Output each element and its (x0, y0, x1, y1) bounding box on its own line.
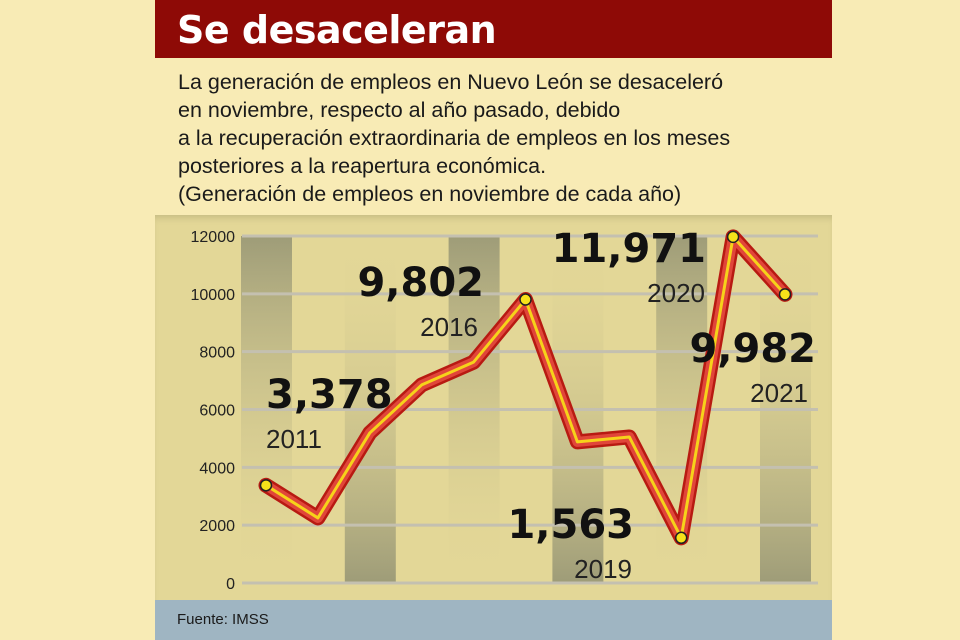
year-label: 2020 (647, 278, 705, 308)
y-tick-label: 6000 (199, 403, 235, 420)
footer: Fuente: IMSS (155, 600, 832, 640)
headline: Se desaceleran (177, 8, 497, 52)
data-point-marker (519, 293, 532, 306)
y-tick-label: 2000 (199, 518, 235, 535)
year-label: 2016 (420, 312, 478, 342)
value-label: 9,982 (689, 326, 816, 372)
data-point-marker (778, 288, 792, 301)
data-point-marker (726, 230, 740, 244)
desc-line: (Generación de empleos en noviembre de c… (178, 182, 682, 206)
year-label: 2021 (750, 378, 808, 408)
value-label: 11,971 (552, 226, 706, 272)
desc-line: en noviembre, respecto al año pasado, de… (178, 98, 621, 122)
y-tick-label: 10000 (191, 287, 236, 304)
year-label: 2019 (574, 554, 632, 584)
y-tick-label: 12000 (191, 229, 236, 246)
data-point-marker (259, 479, 273, 492)
y-tick-label: 0 (226, 576, 235, 593)
y-tick-label: 4000 (199, 460, 235, 477)
source-label: Fuente: IMSS (177, 611, 269, 628)
data-point-marker (674, 531, 688, 545)
y-tick-label: 8000 (199, 345, 235, 362)
value-label: 9,802 (357, 260, 484, 306)
desc-line: posteriores a la reapertura económica. (178, 154, 547, 178)
year-label: 2011 (266, 424, 322, 454)
description: La generación de empleos en Nuevo León s… (178, 68, 818, 208)
value-label: 3,378 (266, 372, 393, 418)
title-bar: Se desaceleran (155, 0, 832, 58)
desc-line: a la recuperación extraordinaria de empl… (178, 126, 731, 150)
value-label: 1,563 (507, 502, 634, 548)
desc-line: La generación de empleos en Nuevo León s… (178, 70, 724, 94)
